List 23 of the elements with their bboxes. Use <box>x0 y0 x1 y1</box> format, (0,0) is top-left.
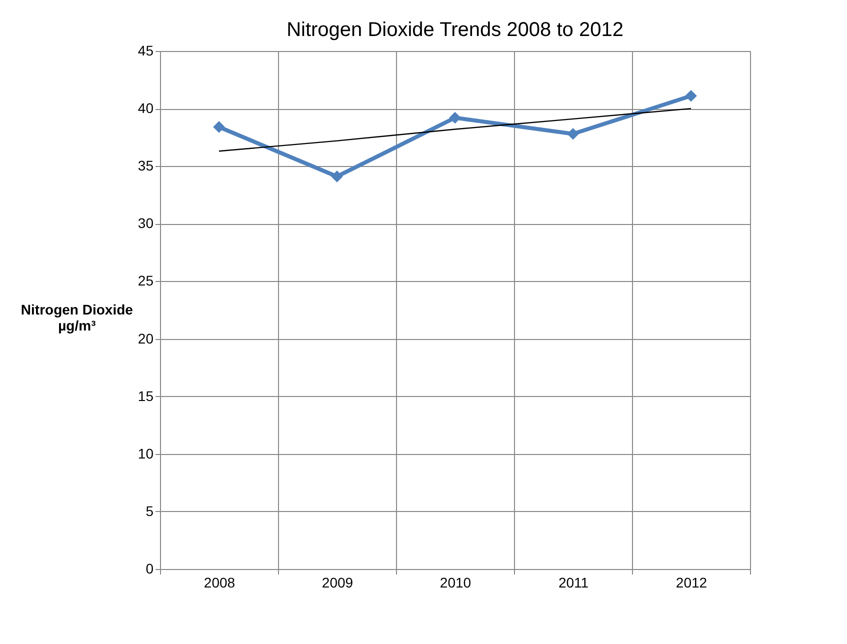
y-axis-title: Nitrogen Dioxide µg/m³ <box>20 302 134 334</box>
chart-title: Nitrogen Dioxide Trends 2008 to 2012 <box>286 19 624 41</box>
y-tick-label: 35 <box>138 158 154 174</box>
y-tick-label: 40 <box>138 100 154 116</box>
y-tick-label: 0 <box>146 560 154 576</box>
x-tick-label: 2011 <box>558 574 589 590</box>
x-tick-label: 2009 <box>322 574 354 590</box>
line-series <box>218 108 692 152</box>
y-tick-label: 45 <box>138 42 154 58</box>
point <box>567 128 579 140</box>
y-tick-label: 20 <box>138 330 154 346</box>
y-tick-label: 10 <box>138 445 154 462</box>
x-tick-label: 2010 <box>440 574 472 590</box>
point <box>685 90 697 102</box>
point <box>213 121 225 133</box>
y-tick-label: 15 <box>138 388 154 404</box>
y-tick-label: 30 <box>138 215 154 232</box>
point <box>331 170 343 182</box>
point <box>449 112 461 124</box>
y-tick-label: 5 <box>146 502 154 519</box>
y-tick-label: 25 <box>138 272 154 289</box>
x-tick-label: 2012 <box>676 574 708 590</box>
x-tick-label: 2008 <box>204 574 236 590</box>
